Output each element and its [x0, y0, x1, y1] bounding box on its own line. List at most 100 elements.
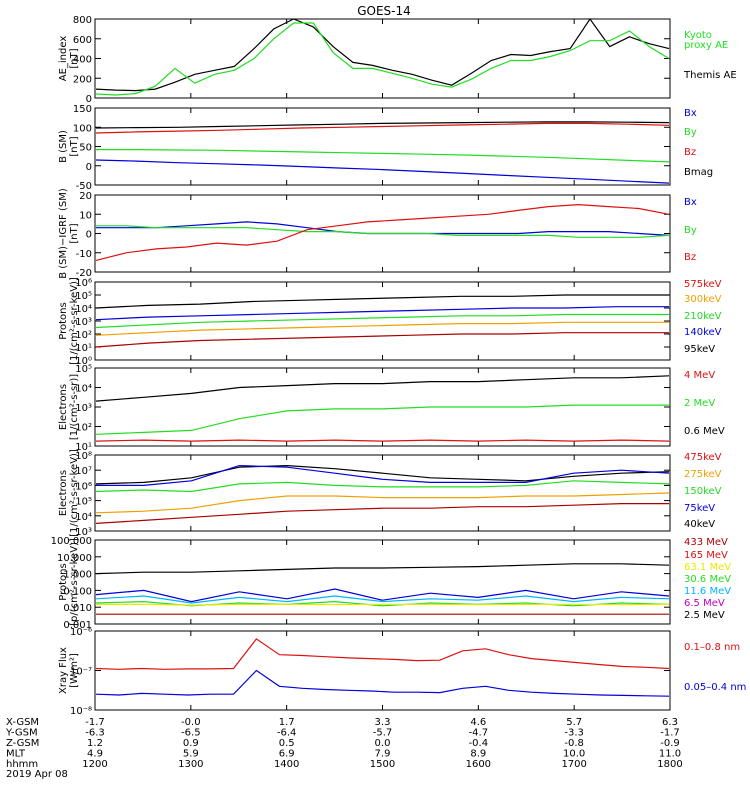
ephemeris-value: 6.9	[279, 749, 295, 760]
y-axis-label: AE_index	[58, 36, 69, 82]
series-line-black	[95, 294, 669, 309]
ephemeris-value: -5.7	[373, 728, 393, 739]
panel-electrons-maged: 10³ 10⁴ 10⁵ 10⁶ 10⁷ 10⁸ Electrons [1/(cm²-s-sr-…	[58, 449, 722, 538]
legend-entry: By	[684, 127, 697, 138]
ephemeris-value: -0.4	[469, 738, 489, 749]
ephemeris-value: -0.0	[181, 717, 201, 728]
y-tick-label: 10³	[75, 317, 92, 328]
y-tick-label: 10⁶	[75, 481, 92, 492]
legend-entry: 140keV	[684, 327, 722, 338]
plot-frame	[94, 18, 671, 99]
series-line-orange	[95, 321, 669, 336]
plot-frame	[94, 454, 671, 532]
legend-entry: 6.5 MeV	[684, 598, 725, 609]
ephemeris-value: -3.3	[564, 728, 584, 739]
y-tick-label: 10	[79, 210, 92, 221]
plot-frame	[94, 630, 671, 711]
y-tick-label: 10⁶	[75, 278, 92, 289]
ephemeris-row-label: MLT	[6, 749, 26, 760]
ephemeris-value: 1600	[466, 759, 491, 770]
y-tick-label: 10¹	[75, 442, 92, 453]
series-line-green	[95, 22, 670, 96]
ephemeris-value: 11.0	[659, 749, 681, 760]
legend-entry: 30.6 MeV	[684, 574, 731, 585]
series-line-black	[95, 17, 670, 92]
y-tick-label: 10⁻⁶	[70, 627, 92, 638]
series-line-blue	[95, 588, 670, 603]
ephemeris-value: 1500	[370, 759, 395, 770]
ephemeris-value: 0.0	[375, 738, 391, 749]
legend-entry: Kyoto	[684, 30, 712, 41]
y-tick-label: 10⁸	[75, 451, 92, 462]
legend-entry: Bz	[684, 147, 696, 158]
ephemeris-row-label: Y-GSM	[5, 728, 38, 739]
y-tick-label: 10²	[75, 330, 92, 341]
y-tick-label: 400	[73, 55, 92, 66]
legend-entry: 4 MeV	[684, 370, 715, 381]
y-axis-label: Xray Flux	[58, 647, 69, 694]
legend-entry: 165 MeV	[684, 550, 728, 561]
ephemeris-value: 4.9	[87, 749, 103, 760]
y-tick-label: 800	[73, 15, 92, 26]
ephemeris-value: -0.8	[564, 738, 584, 749]
plot-frame	[94, 281, 671, 361]
y-axis-label: [1/(cm²-s-sr-keV)]	[69, 449, 80, 537]
figure-title: GOES-14	[357, 4, 411, 18]
y-axis-label: [W/m²]	[69, 653, 80, 688]
y-tick-label: 10⁵	[75, 291, 92, 302]
ephemeris-row-label: hhmm	[6, 759, 38, 770]
series-line-darkred	[95, 503, 669, 524]
legend-entry: 95keV	[684, 344, 715, 355]
series-line-green	[95, 404, 669, 435]
plot-frame	[94, 367, 671, 447]
ephemeris-value: 8.9	[470, 749, 486, 760]
ephemeris-value: 1400	[274, 759, 299, 770]
legend-entry: 475keV	[684, 452, 722, 463]
ephemeris-value: 1200	[82, 759, 107, 770]
ephemeris-value: -1.7	[660, 728, 680, 739]
y-tick-label: 10⁴	[75, 304, 92, 315]
y-tick-label: -20	[76, 268, 92, 279]
series-line-blue	[95, 669, 670, 697]
y-axis-label: [nT]	[69, 223, 80, 243]
y-tick-label: 200	[73, 74, 92, 85]
y-tick-label: -50	[76, 181, 92, 192]
series-line-yellow	[96, 603, 670, 606]
y-tick-label: 600	[73, 35, 92, 46]
panel-protons-mageds: 10⁰ 10¹ 10² 10³ 10⁴ 10⁵ 10⁶ Protons [1/(cm²-s-sr…	[58, 277, 722, 367]
series-line-green	[95, 480, 670, 493]
series-line-black	[95, 563, 670, 575]
panel-b-igrf: -20 -10 0 10 20 B (SM)−IGRF (SM) [nT] Bx By Bz	[58, 188, 697, 279]
ephemeris-value: -1.7	[85, 717, 105, 728]
y-tick-label: -10	[76, 249, 92, 260]
legend-entry: 210keV	[684, 311, 722, 322]
legend-entry: 0.05–0.4 nm	[684, 682, 746, 693]
ephemeris-value: -6.5	[181, 728, 201, 739]
panel-protons-epead: 0.001 0.010 0.100 1.000 10.000 100.000 Protons…	[51, 536, 732, 631]
ephemeris-value: 1800	[657, 759, 682, 770]
legend-entry: 300keV	[684, 294, 722, 305]
legend-entry: 2.5 MeV	[684, 610, 725, 621]
ephemeris-value: 7.9	[375, 749, 391, 760]
y-tick-label: 100.000	[51, 536, 92, 547]
y-tick-label: 0.001	[63, 620, 92, 631]
ephemeris-value: 0.9	[183, 738, 199, 749]
y-axis-label: [nT]	[69, 48, 80, 68]
panel-b-sm: -50 0 50 100 150 B (SM) [nT] Bx By Bz Bmag	[58, 104, 713, 192]
y-axis-label: B (SM)	[58, 130, 69, 163]
legend-entry: 0.1–0.8 nm	[684, 642, 740, 653]
legend-entry: 40keV	[684, 519, 715, 530]
y-axis-label: Protons	[58, 563, 69, 600]
series-line-green	[96, 149, 670, 163]
ephemeris-value: 3.3	[375, 717, 391, 728]
y-axis-label: Protons	[58, 302, 69, 339]
series-line-black	[95, 121, 670, 129]
series-line-blue	[95, 306, 669, 321]
y-tick-label: 0.010	[63, 603, 92, 614]
y-tick-label: 100	[73, 123, 92, 134]
series-line-green	[95, 600, 670, 607]
plot-frame	[94, 107, 671, 186]
ephemeris-value: 5.7	[566, 717, 582, 728]
